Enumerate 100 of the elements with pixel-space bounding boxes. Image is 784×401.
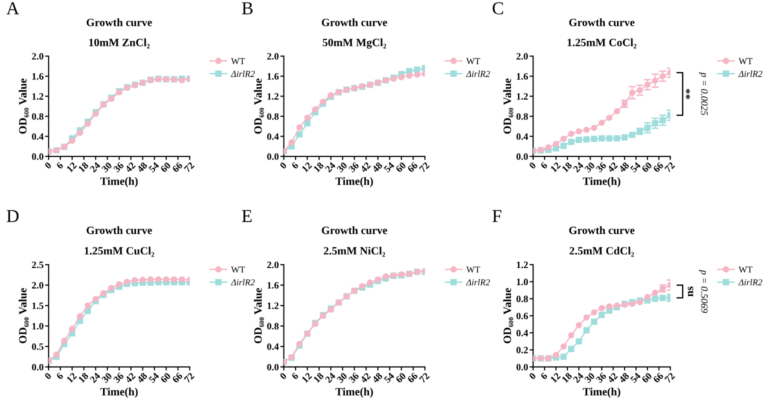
legend-label: ΔirlR2: [738, 279, 762, 286]
x-tick-label: 66: [172, 162, 183, 173]
x-tick-label: 48: [372, 162, 383, 173]
x-tick-label: 18: [313, 162, 324, 172]
y-tick-label: 1.6: [516, 73, 528, 80]
x-tick-label: 0: [528, 162, 536, 170]
x-axis-title: Time(h): [582, 177, 620, 188]
text: E: [242, 210, 252, 222]
y-tick-label: 1.0: [516, 278, 528, 286]
x-tick-label: 0: [44, 162, 52, 170]
y-axis-title: OD₆₀₀ Value: [18, 288, 29, 344]
x-tick-label: 6: [540, 372, 548, 380]
y-tick-label: 0.0: [267, 364, 279, 370]
text: A: [6, 2, 20, 14]
y-tick-label: 0.0: [32, 364, 44, 370]
y-tick-label: 0.0: [516, 364, 528, 370]
y-tick-label: 1.2: [32, 93, 44, 100]
y-tick-label: 2.0: [32, 53, 44, 60]
x-tick-label: 30: [101, 372, 112, 384]
text: B: [242, 2, 253, 14]
y-tick-label: 1.2: [516, 93, 528, 100]
x-tick-label: 36: [348, 162, 360, 173]
x-tick-label: 48: [618, 372, 630, 384]
legend-label: ΔirlR2: [230, 70, 255, 77]
legend-label: ΔirlR2: [466, 70, 490, 77]
x-axis-title: Time(h): [336, 388, 373, 398]
x-tick-label: 48: [136, 162, 148, 173]
x-tick-label: 6: [291, 372, 299, 380]
x-tick-label: 60: [641, 372, 652, 384]
y-tick-label: 2.0: [32, 282, 44, 289]
text: C: [492, 2, 504, 14]
y-tick-label: 1.2: [268, 302, 279, 310]
chart-title: Growth curve: [322, 226, 388, 234]
x-tick-label: 72: [184, 372, 195, 384]
x-axis-title: Time(h): [100, 388, 138, 398]
y-tick-label: 2.5: [32, 262, 44, 268]
x-tick-label: 42: [124, 372, 136, 384]
x-tick-label: 42: [606, 162, 618, 173]
text: D: [6, 210, 19, 222]
y-tick-label: 0.0: [267, 153, 279, 160]
y-tick-label: 0.8: [32, 113, 44, 120]
legend-label: ΔirlR2: [738, 70, 762, 77]
x-tick-label: 18: [562, 372, 572, 383]
x-tick-label: 66: [407, 162, 418, 173]
x-tick-label: 66: [407, 372, 418, 384]
x-tick-label: 60: [395, 162, 406, 173]
x-tick-label: 0: [44, 372, 52, 380]
legend-label: WT: [231, 266, 245, 273]
x-tick-label: 60: [160, 372, 172, 384]
x-tick-label: 42: [360, 372, 371, 384]
x-tick-label: 24: [324, 162, 336, 173]
x-tick-label: 42: [606, 372, 618, 384]
x-tick-label: 6: [56, 372, 64, 380]
x-tick-label: 24: [324, 372, 336, 384]
x-axis-title: Time(h): [336, 177, 373, 188]
text: p = 0.0025: [699, 72, 708, 116]
x-tick-label: 0: [279, 372, 287, 380]
y-tick-label: 0.6: [516, 312, 528, 320]
x-tick-label: 42: [360, 162, 371, 173]
x-tick-label: 60: [641, 162, 652, 173]
x-tick-label: 6: [291, 162, 299, 170]
x-tick-label: 24: [90, 162, 101, 173]
y-tick-label: 1.0: [32, 322, 44, 330]
x-tick-label: 30: [336, 372, 348, 384]
chart-subtitle: 10mM ZnCl₂: [89, 38, 150, 48]
text: **: [686, 88, 690, 100]
legend-label: WT: [466, 58, 480, 64]
y-tick-label: 1.2: [516, 262, 528, 268]
text: p = 0.5069: [699, 269, 708, 313]
x-tick-label: 72: [418, 162, 430, 173]
y-tick-label: 1.6: [268, 282, 279, 289]
y-tick-label: 0.8: [516, 296, 528, 302]
x-tick-label: 36: [348, 372, 360, 384]
x-tick-label: 18: [78, 372, 89, 383]
chart-subtitle: 50mM MgCl₂: [322, 38, 386, 49]
text: ns: [688, 286, 694, 296]
legend-label: WT: [738, 58, 752, 64]
y-tick-label: 0.8: [267, 322, 279, 330]
x-tick-label: 30: [101, 162, 112, 173]
x-tick-label: 12: [302, 372, 312, 383]
x-tick-label: 60: [395, 372, 406, 384]
y-tick-label: 0.8: [516, 113, 528, 120]
x-tick-label: 54: [148, 372, 160, 384]
chart-title: Growth curve: [569, 18, 635, 26]
x-tick-label: 0: [528, 372, 536, 380]
y-tick-label: 0.5: [32, 343, 44, 350]
chart-subtitle: 2.5mM CdCl₂: [570, 246, 634, 257]
chart-title: Growth curve: [569, 226, 635, 234]
chart-subtitle: 1.25mM CuCl₂: [84, 246, 154, 257]
x-tick-label: 72: [664, 162, 676, 173]
y-tick-label: 2.0: [516, 53, 528, 60]
x-tick-label: 60: [160, 162, 172, 173]
y-tick-label: 0.2: [516, 346, 528, 354]
x-tick-label: 0: [279, 162, 287, 170]
x-tick-label: 30: [584, 162, 596, 173]
x-tick-label: 66: [652, 162, 664, 173]
x-tick-label: 18: [313, 372, 324, 383]
x-tick-label: 12: [66, 162, 77, 172]
y-tick-label: 2.0: [267, 53, 279, 60]
y-axis-title: OD₆₀₀ Value: [254, 288, 264, 344]
